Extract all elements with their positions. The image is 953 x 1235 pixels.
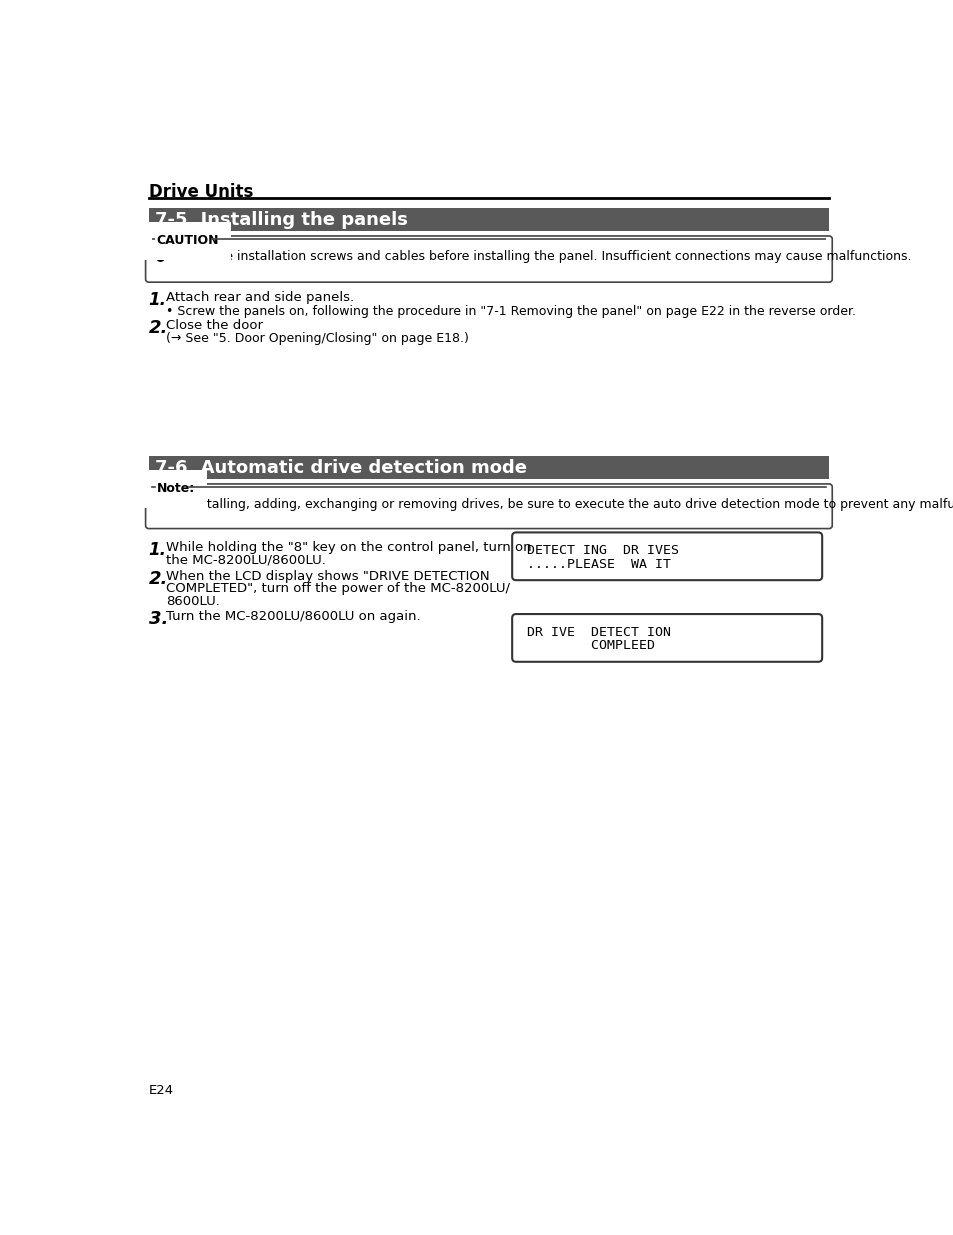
- Text: E24: E24: [149, 1084, 173, 1097]
- FancyBboxPatch shape: [146, 484, 831, 529]
- Text: DR IVE  DETECT ION: DR IVE DETECT ION: [526, 626, 670, 638]
- Text: 2.: 2.: [149, 319, 168, 337]
- Text: Turn the MC-8200LU/8600LU on again.: Turn the MC-8200LU/8600LU on again.: [166, 610, 420, 624]
- Text: Attach rear and side panels.: Attach rear and side panels.: [166, 291, 354, 304]
- FancyBboxPatch shape: [149, 209, 828, 231]
- Text: the MC-8200LU/8600LU.: the MC-8200LU/8600LU.: [166, 553, 325, 566]
- Text: .....PLEASE  WA IT: .....PLEASE WA IT: [526, 558, 670, 571]
- Text: COMPLETED", turn off the power of the MC-8200LU/: COMPLETED", turn off the power of the MC…: [166, 583, 509, 595]
- FancyBboxPatch shape: [512, 532, 821, 580]
- Text: While holding the "8" key on the control panel, turn on: While holding the "8" key on the control…: [166, 541, 531, 555]
- Text: 1.: 1.: [149, 541, 167, 559]
- Text: • Screw the panels on, following the procedure in "7-1 Removing the panel" on pa: • Screw the panels on, following the pro…: [166, 305, 855, 317]
- Text: Note:: Note:: [156, 483, 194, 495]
- Text: 3.: 3.: [149, 610, 168, 629]
- FancyBboxPatch shape: [146, 236, 831, 282]
- Text: 1.: 1.: [149, 291, 167, 310]
- Text: 2.: 2.: [149, 571, 168, 588]
- Text: Close the door: Close the door: [166, 319, 262, 332]
- Text: (→ See "5. Door Opening/Closing" on page E18.): (→ See "5. Door Opening/Closing" on page…: [166, 332, 468, 346]
- Text: CAUTION: CAUTION: [156, 235, 219, 247]
- Text: 7-5. Installing the panels: 7-5. Installing the panels: [154, 211, 407, 230]
- Text: 8600LU.: 8600LU.: [166, 595, 219, 608]
- Text: 7-6. Automatic drive detection mode: 7-6. Automatic drive detection mode: [154, 459, 526, 477]
- Text: DETECT ING  DR IVES: DETECT ING DR IVES: [526, 543, 679, 557]
- FancyBboxPatch shape: [149, 456, 828, 479]
- Text: ● Check the installation screws and cables before installing the panel. Insuffic: ● Check the installation screws and cabl…: [154, 249, 910, 263]
- Text: COMPLEED: COMPLEED: [526, 640, 654, 652]
- Text: When the LCD display shows "DRIVE DETECTION: When the LCD display shows "DRIVE DETECT…: [166, 571, 489, 583]
- Text: After installing, adding, exchanging or removing drives, be sure to execute the : After installing, adding, exchanging or …: [154, 498, 953, 511]
- Text: Drive Units: Drive Units: [149, 183, 253, 201]
- FancyBboxPatch shape: [512, 614, 821, 662]
